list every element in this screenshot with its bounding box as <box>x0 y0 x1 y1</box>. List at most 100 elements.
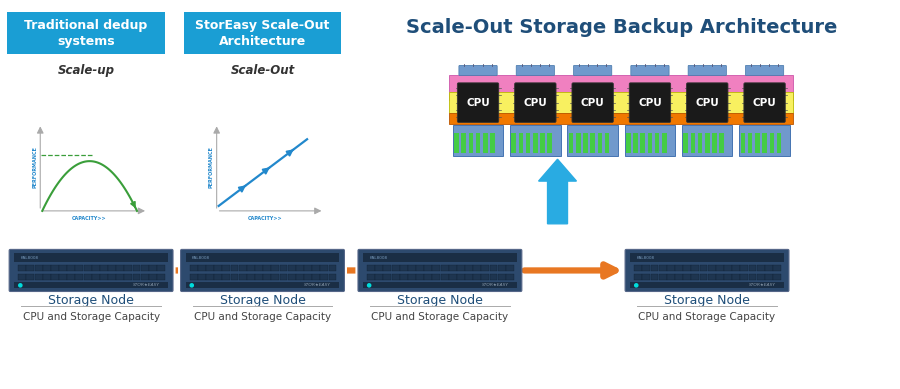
FancyBboxPatch shape <box>383 274 392 280</box>
FancyBboxPatch shape <box>92 265 100 272</box>
FancyBboxPatch shape <box>724 265 732 272</box>
FancyBboxPatch shape <box>691 265 699 272</box>
FancyBboxPatch shape <box>741 133 745 152</box>
FancyBboxPatch shape <box>465 274 473 280</box>
FancyBboxPatch shape <box>626 249 789 291</box>
FancyBboxPatch shape <box>483 133 488 152</box>
FancyBboxPatch shape <box>320 274 328 280</box>
FancyBboxPatch shape <box>707 265 716 272</box>
FancyBboxPatch shape <box>699 265 707 272</box>
FancyBboxPatch shape <box>222 274 230 280</box>
FancyBboxPatch shape <box>304 274 312 280</box>
FancyBboxPatch shape <box>433 274 440 280</box>
FancyBboxPatch shape <box>424 265 432 272</box>
FancyBboxPatch shape <box>675 265 683 272</box>
Text: STOR★EASY: STOR★EASY <box>133 283 160 287</box>
Circle shape <box>634 284 638 287</box>
FancyBboxPatch shape <box>625 126 675 156</box>
FancyBboxPatch shape <box>198 274 206 280</box>
FancyBboxPatch shape <box>634 274 642 280</box>
FancyBboxPatch shape <box>755 133 760 152</box>
FancyBboxPatch shape <box>631 65 669 75</box>
Text: CPU and Storage Capacity: CPU and Storage Capacity <box>372 312 508 322</box>
Text: STOR★EASY: STOR★EASY <box>304 283 331 287</box>
FancyArrow shape <box>538 159 577 224</box>
FancyBboxPatch shape <box>517 65 554 75</box>
FancyBboxPatch shape <box>682 126 733 156</box>
Text: CPU: CPU <box>752 98 777 108</box>
FancyBboxPatch shape <box>84 265 92 272</box>
FancyBboxPatch shape <box>540 133 544 152</box>
FancyBboxPatch shape <box>449 265 456 272</box>
FancyBboxPatch shape <box>328 265 337 272</box>
FancyBboxPatch shape <box>288 274 295 280</box>
Text: CPU: CPU <box>466 98 490 108</box>
FancyBboxPatch shape <box>687 83 728 123</box>
FancyBboxPatch shape <box>18 274 26 280</box>
FancyBboxPatch shape <box>465 265 473 272</box>
FancyBboxPatch shape <box>744 83 786 123</box>
FancyBboxPatch shape <box>158 265 165 272</box>
FancyBboxPatch shape <box>716 274 724 280</box>
FancyBboxPatch shape <box>280 265 287 272</box>
FancyBboxPatch shape <box>149 265 157 272</box>
FancyBboxPatch shape <box>498 265 506 272</box>
FancyBboxPatch shape <box>733 265 740 272</box>
FancyBboxPatch shape <box>140 274 148 280</box>
FancyBboxPatch shape <box>690 133 695 152</box>
FancyBboxPatch shape <box>364 253 517 262</box>
FancyBboxPatch shape <box>108 265 116 272</box>
FancyBboxPatch shape <box>190 265 198 272</box>
FancyBboxPatch shape <box>124 274 132 280</box>
FancyBboxPatch shape <box>765 265 773 272</box>
FancyBboxPatch shape <box>724 274 732 280</box>
FancyBboxPatch shape <box>375 265 383 272</box>
FancyBboxPatch shape <box>328 274 337 280</box>
FancyBboxPatch shape <box>506 274 514 280</box>
FancyBboxPatch shape <box>132 274 140 280</box>
FancyBboxPatch shape <box>590 133 595 152</box>
Text: PERFORMANCE: PERFORMANCE <box>32 146 37 188</box>
Text: CAPACITY>>: CAPACITY>> <box>248 216 283 221</box>
FancyBboxPatch shape <box>449 274 456 280</box>
FancyBboxPatch shape <box>206 274 214 280</box>
FancyBboxPatch shape <box>741 265 748 272</box>
FancyBboxPatch shape <box>320 265 328 272</box>
FancyBboxPatch shape <box>59 274 67 280</box>
FancyBboxPatch shape <box>567 126 618 156</box>
FancyBboxPatch shape <box>740 126 790 156</box>
FancyBboxPatch shape <box>100 265 108 272</box>
FancyBboxPatch shape <box>667 265 675 272</box>
FancyBboxPatch shape <box>510 126 561 156</box>
FancyBboxPatch shape <box>630 253 784 262</box>
FancyBboxPatch shape <box>400 274 408 280</box>
FancyBboxPatch shape <box>238 274 247 280</box>
Circle shape <box>367 284 371 287</box>
FancyBboxPatch shape <box>490 265 498 272</box>
Text: STOR★EASY: STOR★EASY <box>482 283 508 287</box>
FancyBboxPatch shape <box>392 274 400 280</box>
FancyBboxPatch shape <box>108 274 116 280</box>
Text: CAPACITY>>: CAPACITY>> <box>71 216 106 221</box>
FancyBboxPatch shape <box>76 265 84 272</box>
Text: KAL8008: KAL8008 <box>369 256 387 260</box>
FancyBboxPatch shape <box>515 83 556 123</box>
FancyBboxPatch shape <box>699 274 707 280</box>
FancyBboxPatch shape <box>206 265 214 272</box>
FancyBboxPatch shape <box>667 274 675 280</box>
FancyBboxPatch shape <box>92 274 100 280</box>
FancyBboxPatch shape <box>132 265 140 272</box>
FancyBboxPatch shape <box>651 274 659 280</box>
FancyBboxPatch shape <box>757 274 765 280</box>
FancyBboxPatch shape <box>184 12 341 54</box>
FancyBboxPatch shape <box>408 265 416 272</box>
FancyBboxPatch shape <box>7 12 165 54</box>
FancyBboxPatch shape <box>659 274 667 280</box>
FancyBboxPatch shape <box>648 133 652 152</box>
Text: CPU and Storage Capacity: CPU and Storage Capacity <box>194 312 331 322</box>
FancyBboxPatch shape <box>449 113 793 124</box>
Text: KAL8008: KAL8008 <box>21 256 39 260</box>
FancyBboxPatch shape <box>263 265 271 272</box>
FancyBboxPatch shape <box>35 274 42 280</box>
Text: Scale-Out Storage Backup Architecture: Scale-Out Storage Backup Architecture <box>406 18 837 37</box>
